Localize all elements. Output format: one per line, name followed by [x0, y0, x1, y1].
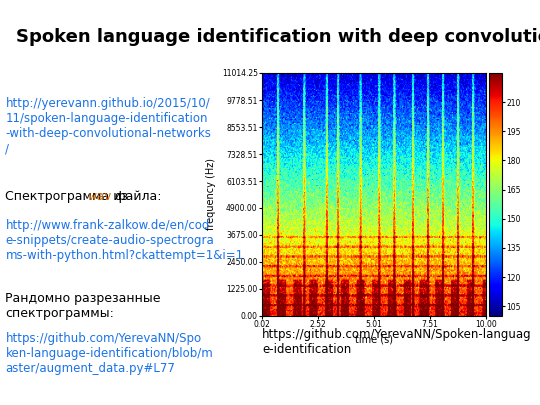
Text: Спектрограмма из: Спектрограмма из — [5, 190, 132, 203]
Text: Spoken language identification with deep convolutional networks: Spoken language identification with deep… — [16, 28, 540, 46]
Text: Рандомно разрезанные
спектрограммы:: Рандомно разрезанные спектрограммы: — [5, 292, 161, 320]
Text: файла:: файла: — [111, 190, 161, 203]
Text: wav: wav — [89, 190, 112, 203]
Text: https://github.com/YerevaNN/Spoken-languag
e-identification: https://github.com/YerevaNN/Spoken-langu… — [262, 328, 531, 356]
Text: http://yerevann.github.io/2015/10/
11/spoken-language-identification
-with-deep-: http://yerevann.github.io/2015/10/ 11/sp… — [5, 97, 211, 155]
X-axis label: time (s): time (s) — [355, 335, 393, 345]
Text: http://www.frank-zalkow.de/en/cod
e-snippets/create-audio-spectrogra
ms-with-pyt: http://www.frank-zalkow.de/en/cod e-snip… — [5, 219, 244, 262]
Y-axis label: frequency (Hz): frequency (Hz) — [206, 158, 216, 230]
Text: https://github.com/YerevaNN/Spo
ken-language-identification/blob/m
aster/augment: https://github.com/YerevaNN/Spo ken-lang… — [5, 332, 213, 375]
